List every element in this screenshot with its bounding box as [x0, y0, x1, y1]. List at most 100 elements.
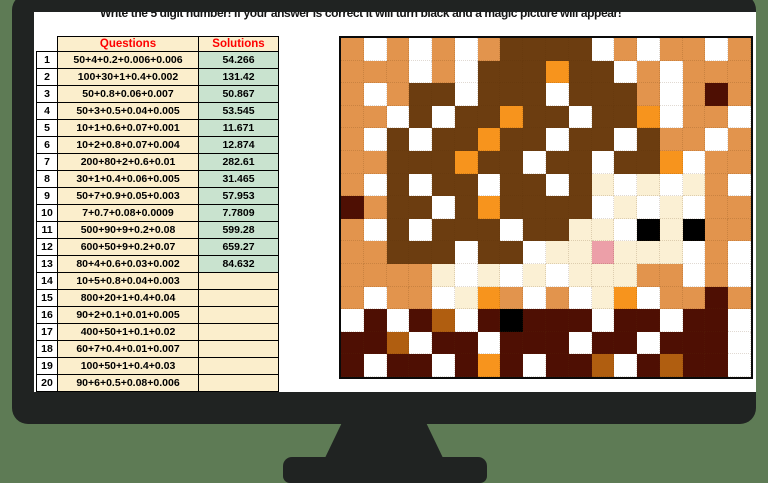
- pixel-cell: [454, 38, 478, 61]
- pixel-cell: [341, 354, 364, 377]
- pixel-cell: [614, 354, 638, 377]
- solution-cell[interactable]: 282.61: [198, 153, 279, 171]
- pixel-cell: [477, 309, 501, 332]
- question-cell: 10+1+0.6+0.07+0.001: [57, 119, 199, 137]
- solution-cell[interactable]: 7.7809: [198, 204, 279, 222]
- solution-cell[interactable]: [198, 289, 279, 307]
- pixel-cell: [546, 151, 569, 174]
- pixel-cell: [614, 264, 638, 287]
- row-number: 6: [36, 136, 58, 154]
- solution-cell[interactable]: [198, 272, 279, 290]
- pixel-cell: [591, 309, 615, 332]
- pixel-cell: [682, 354, 706, 377]
- pixel-cell: [477, 218, 501, 242]
- row-number: 19: [36, 357, 58, 375]
- pixel-cell: [659, 218, 683, 242]
- pixel-cell: [500, 38, 524, 61]
- row-number: 18: [36, 340, 58, 358]
- solution-cell[interactable]: 131.42: [198, 68, 279, 86]
- pixel-cell: [705, 105, 729, 129]
- pixel-cell: [386, 83, 410, 106]
- pixel-cell: [500, 264, 524, 287]
- solution-cell[interactable]: 54.266: [198, 51, 279, 69]
- pixel-cell: [523, 286, 546, 310]
- pixel-cell: [341, 286, 364, 310]
- pixel-cell: [546, 286, 569, 310]
- pixel-cell: [591, 173, 615, 197]
- pixel-cell: [477, 264, 501, 287]
- row-number: 13: [36, 255, 58, 273]
- solution-cell[interactable]: 599.28: [198, 221, 279, 239]
- pixel-cell: [637, 128, 660, 151]
- solution-cell[interactable]: [198, 357, 279, 375]
- solution-cell[interactable]: 12.874: [198, 136, 279, 154]
- solution-cell[interactable]: 53.545: [198, 102, 279, 120]
- solution-cell[interactable]: 31.465: [198, 170, 279, 188]
- pixel-cell: [682, 38, 706, 61]
- solution-cell[interactable]: 11.671: [198, 119, 279, 137]
- table-row: 20 90+6+0.5+0.08+0.006: [36, 374, 279, 392]
- question-cell: 10+5+0.8+0.04+0.003: [57, 272, 199, 290]
- pixel-cell: [637, 218, 660, 242]
- pixel-cell: [341, 151, 364, 174]
- pixel-cell: [682, 196, 706, 219]
- table-row: 9 50+7+0.9+0.05+0.003 57.953: [36, 187, 279, 205]
- pixel-cell: [637, 286, 660, 310]
- pixel-cell: [705, 38, 729, 61]
- pixel-cell: [500, 196, 524, 219]
- pixel-cell: [728, 60, 751, 84]
- pixel-cell: [705, 264, 729, 287]
- pixel-cell: [614, 241, 638, 264]
- pixel-cell: [409, 218, 433, 242]
- solution-cell[interactable]: 50.867: [198, 85, 279, 103]
- pixel-cell: [614, 151, 638, 174]
- pixel-cell: [591, 60, 615, 84]
- pixel-cell: [454, 331, 478, 355]
- pixel-cell: [546, 331, 569, 355]
- table-row: 19 100+50+1+0.4+0.03: [36, 357, 279, 375]
- pixel-cell: [341, 309, 364, 332]
- pixel-cell: [728, 218, 751, 242]
- solution-cell[interactable]: 84.632: [198, 255, 279, 273]
- pixel-cell: [591, 286, 615, 310]
- pixel-cell: [728, 354, 751, 377]
- pixel-cell: [432, 354, 455, 377]
- pixel-cell: [477, 38, 501, 61]
- pixel-cell: [523, 354, 546, 377]
- pixel-cell: [454, 83, 478, 106]
- pixel-cell: [568, 38, 592, 61]
- pixel-cell: [705, 196, 729, 219]
- row-number: 7: [36, 153, 58, 171]
- pixel-cell: [477, 173, 501, 197]
- pixel-cell: [728, 241, 751, 264]
- question-cell: 7+0.7+0.08+0.0009: [57, 204, 199, 222]
- pixel-cell: [363, 60, 387, 84]
- row-number: 5: [36, 119, 58, 137]
- pixel-cell: [432, 309, 455, 332]
- table-row: 18 60+7+0.4+0.01+0.007: [36, 340, 279, 358]
- solution-cell[interactable]: 659.27: [198, 238, 279, 256]
- pixel-cell: [728, 83, 751, 106]
- pixel-cell: [659, 173, 683, 197]
- pixel-cell: [500, 286, 524, 310]
- solution-cell[interactable]: [198, 374, 279, 392]
- pixel-cell: [614, 173, 638, 197]
- table-header-row: Questions Solutions: [36, 36, 279, 52]
- solution-cell[interactable]: 57.953: [198, 187, 279, 205]
- pixel-cell: [682, 331, 706, 355]
- pixel-cell: [454, 60, 478, 84]
- pixel-cell: [591, 128, 615, 151]
- pixel-cell: [637, 331, 660, 355]
- solution-cell[interactable]: [198, 306, 279, 324]
- solution-cell[interactable]: [198, 340, 279, 358]
- pixel-cell: [705, 354, 729, 377]
- pixel-cell: [386, 264, 410, 287]
- pixel-cell: [341, 218, 364, 242]
- pixel-cell: [591, 105, 615, 129]
- pixel-cell: [568, 264, 592, 287]
- table-row: 8 30+1+0.4+0.06+0.005 31.465: [36, 170, 279, 188]
- pixel-cell: [523, 38, 546, 61]
- pixel-cell: [409, 60, 433, 84]
- solution-cell[interactable]: [198, 323, 279, 341]
- pixel-cell: [454, 151, 478, 174]
